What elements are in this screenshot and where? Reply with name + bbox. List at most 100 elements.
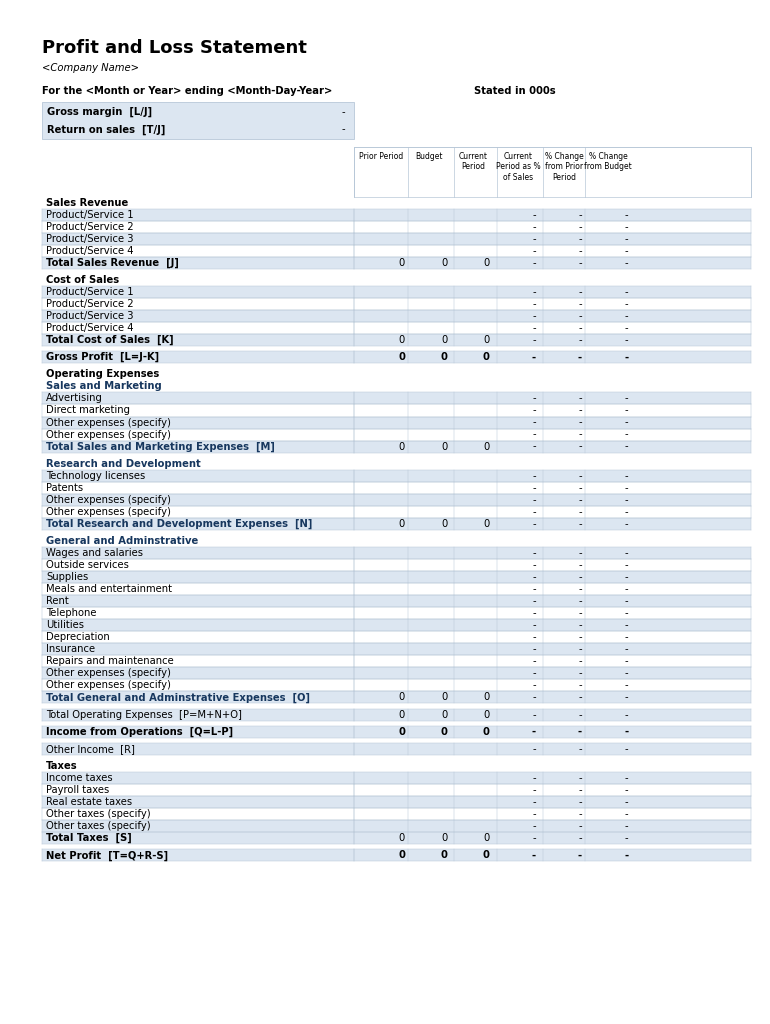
Text: Sales and Marketing: Sales and Marketing	[46, 381, 162, 391]
Text: -: -	[532, 406, 536, 416]
Text: -: -	[624, 834, 628, 844]
Text: 0: 0	[483, 352, 490, 362]
Text: Total Cost of Sales  [K]: Total Cost of Sales [K]	[46, 335, 174, 345]
Text: -: -	[578, 495, 582, 505]
Text: Insurance: Insurance	[46, 644, 95, 654]
Text: Income from Operations  [Q=L-P]: Income from Operations [Q=L-P]	[46, 727, 233, 737]
FancyBboxPatch shape	[42, 743, 751, 755]
Text: Depreciation: Depreciation	[46, 632, 110, 642]
Text: Research and Development: Research and Development	[46, 459, 201, 469]
Text: -: -	[532, 680, 536, 690]
Text: -: -	[578, 287, 582, 297]
Text: -: -	[578, 393, 582, 403]
Text: -: -	[578, 797, 582, 807]
Text: -: -	[624, 246, 628, 256]
FancyBboxPatch shape	[42, 257, 751, 269]
Text: -: -	[578, 632, 582, 642]
Text: -: -	[578, 233, 582, 244]
Text: Technology licenses: Technology licenses	[46, 471, 146, 481]
Text: -: -	[624, 352, 628, 362]
Text: Advertising: Advertising	[46, 393, 103, 403]
Text: -: -	[624, 560, 628, 570]
Text: -: -	[624, 233, 628, 244]
Text: -: -	[578, 335, 582, 345]
Text: Other expenses (specify): Other expenses (specify)	[46, 429, 171, 439]
Text: -: -	[532, 258, 536, 268]
FancyBboxPatch shape	[42, 518, 751, 530]
FancyBboxPatch shape	[42, 440, 751, 453]
Text: -: -	[624, 210, 628, 220]
Text: 0: 0	[399, 692, 405, 702]
Text: -: -	[532, 773, 536, 783]
Text: -: -	[532, 471, 536, 481]
Text: 0: 0	[441, 710, 447, 720]
FancyBboxPatch shape	[354, 147, 751, 197]
Text: Profit and Loss Statement: Profit and Loss Statement	[42, 39, 307, 57]
Text: -: -	[624, 584, 628, 594]
Text: -: -	[578, 548, 582, 558]
Text: General and Adminstrative: General and Adminstrative	[46, 536, 199, 546]
Text: Other expenses (specify): Other expenses (specify)	[46, 418, 171, 428]
FancyBboxPatch shape	[42, 458, 751, 470]
Text: -: -	[624, 656, 628, 667]
Text: 0: 0	[483, 850, 490, 860]
Text: 0: 0	[484, 710, 490, 720]
Text: Current
Period: Current Period	[459, 152, 488, 171]
Text: -: -	[532, 519, 536, 529]
Text: -: -	[578, 596, 582, 606]
Text: Other expenses (specify): Other expenses (specify)	[46, 680, 171, 690]
Text: -: -	[624, 221, 628, 231]
FancyBboxPatch shape	[42, 547, 751, 559]
Text: Product/Service 4: Product/Service 4	[46, 323, 134, 333]
Text: -: -	[532, 299, 536, 309]
Text: -: -	[624, 429, 628, 439]
Text: -: -	[578, 785, 582, 796]
FancyBboxPatch shape	[42, 286, 751, 298]
Text: Other taxes (specify): Other taxes (specify)	[46, 821, 151, 831]
Text: -: -	[532, 233, 536, 244]
Text: 0: 0	[483, 727, 490, 737]
Text: Outside services: Outside services	[46, 560, 129, 570]
FancyBboxPatch shape	[42, 232, 751, 245]
Text: Operating Expenses: Operating Expenses	[46, 370, 159, 380]
Text: 0: 0	[440, 352, 447, 362]
Text: -: -	[578, 519, 582, 529]
FancyBboxPatch shape	[42, 643, 751, 655]
Text: Total General and Adminstrative Expenses  [O]: Total General and Adminstrative Expenses…	[46, 692, 310, 702]
Text: -: -	[532, 210, 536, 220]
FancyBboxPatch shape	[42, 709, 751, 721]
Text: -: -	[578, 210, 582, 220]
FancyBboxPatch shape	[42, 797, 751, 808]
Text: -: -	[532, 850, 536, 860]
FancyBboxPatch shape	[42, 102, 354, 139]
Text: -: -	[578, 258, 582, 268]
Text: -: -	[624, 519, 628, 529]
FancyBboxPatch shape	[42, 760, 751, 772]
Text: -: -	[578, 323, 582, 333]
Text: Product/Service 2: Product/Service 2	[46, 221, 134, 231]
Text: -: -	[532, 797, 536, 807]
Text: Stated in 000s: Stated in 000s	[474, 86, 555, 96]
Text: -: -	[578, 809, 582, 819]
Text: -: -	[532, 507, 536, 517]
Text: -: -	[578, 669, 582, 679]
Text: -: -	[624, 680, 628, 690]
Text: 0: 0	[441, 519, 447, 529]
Text: -: -	[624, 335, 628, 345]
FancyBboxPatch shape	[42, 298, 751, 310]
Text: 0: 0	[399, 441, 405, 452]
Text: Patents: Patents	[46, 482, 83, 493]
FancyBboxPatch shape	[42, 310, 751, 323]
Text: -: -	[341, 106, 345, 117]
Text: 0: 0	[399, 710, 405, 720]
Text: -: -	[578, 821, 582, 831]
Text: Repairs and maintenance: Repairs and maintenance	[46, 656, 174, 667]
FancyBboxPatch shape	[42, 691, 751, 703]
Text: -: -	[624, 299, 628, 309]
Text: -: -	[578, 418, 582, 428]
Text: -: -	[578, 572, 582, 583]
FancyBboxPatch shape	[42, 607, 751, 620]
Text: -: -	[532, 548, 536, 558]
Text: -: -	[532, 572, 536, 583]
Text: -: -	[624, 495, 628, 505]
